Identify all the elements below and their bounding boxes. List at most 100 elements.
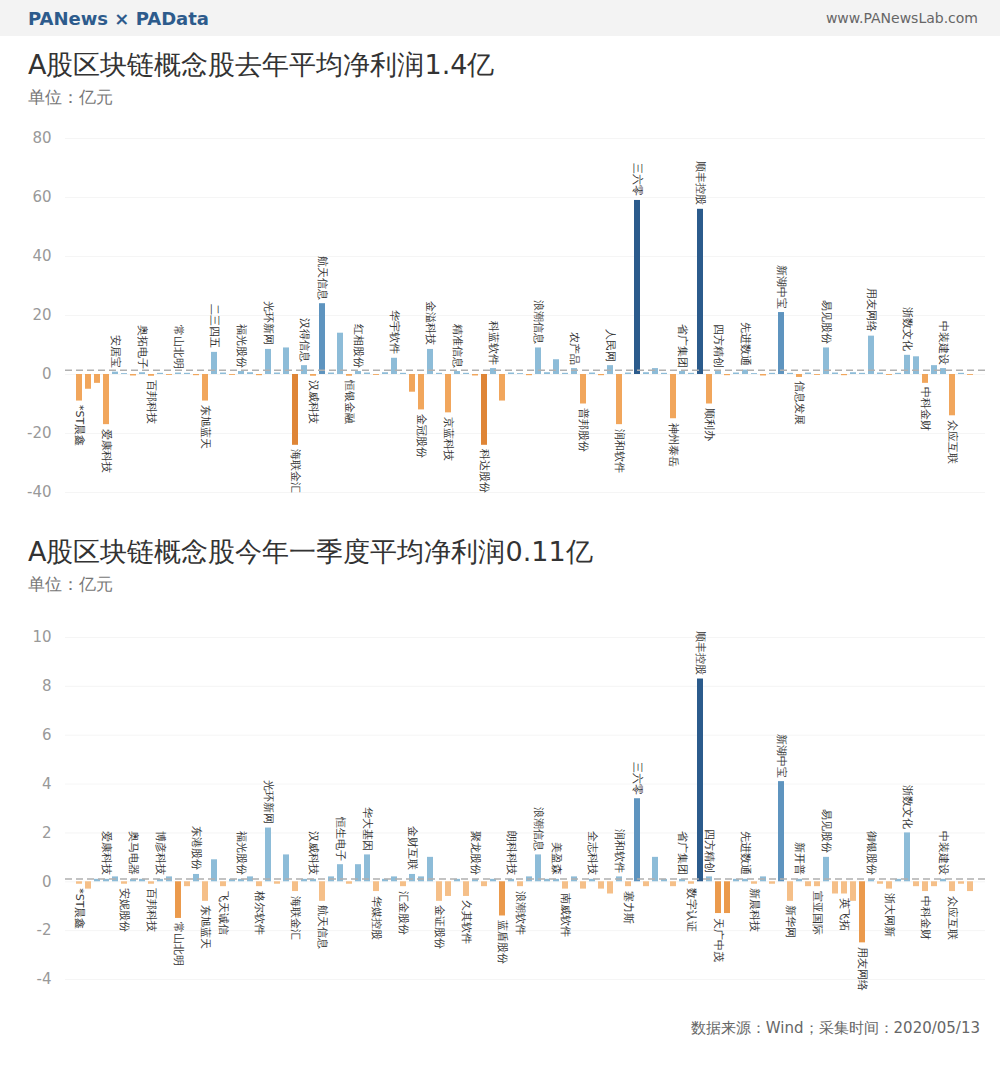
svg-text:飞天诚信: 飞天诚信 — [217, 891, 230, 935]
svg-text:浙大网新: 浙大网新 — [883, 893, 896, 937]
svg-text:0: 0 — [42, 873, 52, 891]
svg-text:神州泰岳: 神州泰岳 — [667, 423, 680, 467]
svg-text:农产品: 农产品 — [568, 332, 581, 365]
svg-text:精准信息: 精准信息 — [451, 324, 464, 368]
svg-text:百邦科技: 百邦科技 — [145, 380, 158, 424]
svg-text:海联金汇: 海联金汇 — [289, 896, 302, 940]
svg-text:东旭蓝天: 东旭蓝天 — [199, 405, 212, 449]
svg-text:80: 80 — [32, 129, 51, 147]
svg-text:20: 20 — [32, 306, 51, 324]
svg-text:新晨科技: 新晨科技 — [748, 888, 761, 932]
svg-text:-40: -40 — [27, 483, 52, 501]
svg-text:汉威科技: 汉威科技 — [307, 380, 320, 424]
svg-text:百邦科技: 百邦科技 — [145, 888, 158, 932]
svg-text:顺丰控股: 顺丰控股 — [694, 631, 707, 675]
svg-text:安妮股份: 安妮股份 — [118, 888, 131, 932]
svg-text:润和软件: 润和软件 — [613, 429, 626, 473]
svg-text:恒银金融: 恒银金融 — [343, 379, 356, 424]
svg-text:浙数文化: 浙数文化 — [901, 785, 914, 829]
svg-text:东港股份: 东港股份 — [190, 826, 203, 870]
svg-text:金财互联: 金财互联 — [406, 826, 419, 870]
svg-text:安居宝: 安居宝 — [109, 335, 122, 368]
svg-text:光环新网: 光环新网 — [262, 301, 275, 345]
svg-text:恒生电子: 恒生电子 — [334, 816, 347, 861]
svg-text:2: 2 — [42, 824, 52, 842]
svg-text:福光股份: 福光股份 — [235, 324, 248, 368]
svg-text:航天信息: 航天信息 — [316, 256, 329, 300]
svg-text:中装建设: 中装建设 — [937, 831, 950, 875]
svg-text:新湖中宝: 新湖中宝 — [775, 265, 788, 309]
svg-text:金证股份: 金证股份 — [433, 905, 446, 949]
svg-text:60: 60 — [32, 188, 51, 206]
svg-text:御银股份: 御银股份 — [865, 831, 878, 875]
svg-text:省广集团: 省广集团 — [676, 831, 689, 875]
svg-text:中科金财: 中科金财 — [919, 387, 932, 431]
svg-text:先进数通: 先进数通 — [739, 831, 752, 875]
svg-text:塞力斯: 塞力斯 — [622, 891, 635, 924]
svg-text:浙数文化: 浙数文化 — [901, 307, 914, 351]
svg-text:数字认证: 数字认证 — [685, 888, 698, 932]
svg-text:新开普: 新开普 — [793, 842, 806, 875]
svg-text:普邦股份: 普邦股份 — [577, 408, 590, 452]
svg-text:6: 6 — [42, 726, 52, 744]
svg-text:久其软件: 久其软件 — [460, 900, 473, 944]
svg-text:易见股份: 易见股份 — [820, 300, 833, 344]
svg-text:4: 4 — [42, 775, 52, 793]
svg-text:光环新网: 光环新网 — [262, 780, 275, 824]
svg-text:10: 10 — [32, 628, 51, 646]
svg-text:奥马电器: 奥马电器 — [127, 831, 140, 875]
svg-text:顺丰控股: 顺丰控股 — [694, 161, 707, 205]
svg-text:众应互联: 众应互联 — [946, 420, 959, 464]
svg-text:三六零: 三六零 — [631, 163, 644, 196]
svg-text:0: 0 — [42, 365, 52, 383]
svg-text:浪潮信息: 浪潮信息 — [532, 300, 545, 344]
svg-text:四方精创: 四方精创 — [703, 829, 716, 873]
svg-text:爱康科技: 爱康科技 — [100, 429, 113, 473]
svg-text:中装建设: 中装建设 — [937, 321, 950, 365]
svg-text:金冠股份: 金冠股份 — [415, 414, 428, 458]
svg-text:宣亚国际: 宣亚国际 — [811, 891, 824, 935]
svg-text:华大基因: 华大基因 — [361, 807, 374, 851]
svg-text:-20: -20 — [27, 424, 52, 442]
svg-text:新华网: 新华网 — [784, 905, 797, 938]
svg-text:8: 8 — [42, 677, 52, 695]
svg-text:二三四五: 二三四五 — [208, 304, 221, 348]
svg-text:润和软件: 润和软件 — [613, 829, 626, 873]
svg-text:科蓝软件: 科蓝软件 — [487, 321, 500, 365]
svg-text:新湖中宝: 新湖中宝 — [775, 734, 788, 778]
svg-text:奥拓电子: 奥拓电子 — [136, 325, 149, 369]
svg-text:朗科科技: 朗科科技 — [505, 831, 518, 875]
svg-text:众应互联: 众应互联 — [946, 896, 959, 940]
svg-text:汉威科技: 汉威科技 — [307, 831, 320, 875]
svg-text:*ST晨鑫: *ST晨鑫 — [73, 888, 86, 929]
svg-text:用友网络: 用友网络 — [865, 288, 878, 332]
svg-text:浪潮软件: 浪潮软件 — [514, 891, 527, 935]
svg-text:南威软件: 南威软件 — [559, 893, 572, 937]
svg-text:东旭蓝天: 东旭蓝天 — [199, 905, 212, 949]
svg-text:-4: -4 — [37, 970, 52, 988]
svg-text:省广集团: 省广集团 — [676, 324, 689, 368]
svg-text:博彦科技: 博彦科技 — [154, 831, 167, 875]
svg-text:信息发展: 信息发展 — [793, 381, 806, 425]
svg-text:常山北明: 常山北明 — [172, 325, 185, 369]
svg-text:海联金汇: 海联金汇 — [289, 449, 302, 493]
svg-text:蓝盾股份: 蓝盾股份 — [496, 920, 509, 964]
svg-text:汇金股份: 汇金股份 — [397, 891, 410, 935]
svg-text:科达股份: 科达股份 — [478, 449, 491, 493]
svg-text:福光股份: 福光股份 — [235, 831, 248, 875]
svg-text:汉得信息: 汉得信息 — [298, 318, 311, 362]
svg-text:美盈森: 美盈森 — [550, 842, 563, 875]
svg-text:*ST晨鑫: *ST晨鑫 — [73, 405, 86, 446]
svg-text:先进数通: 先进数通 — [739, 322, 752, 366]
svg-text:易见股份: 易见股份 — [820, 809, 833, 853]
svg-text:京蓝科技: 京蓝科技 — [442, 417, 455, 461]
svg-text:爱康科技: 爱康科技 — [100, 831, 113, 875]
svg-text:聚龙股份: 聚龙股份 — [469, 831, 482, 875]
svg-text:全志科技: 全志科技 — [586, 831, 599, 875]
svg-text:天广中茂: 天广中茂 — [712, 918, 725, 962]
svg-text:顺利办: 顺利办 — [703, 408, 716, 441]
svg-text:红相股份: 红相股份 — [352, 324, 365, 368]
svg-text:四方精创: 四方精创 — [712, 324, 725, 368]
svg-text:40: 40 — [32, 247, 51, 265]
svg-text:中科金财: 中科金财 — [919, 896, 932, 940]
